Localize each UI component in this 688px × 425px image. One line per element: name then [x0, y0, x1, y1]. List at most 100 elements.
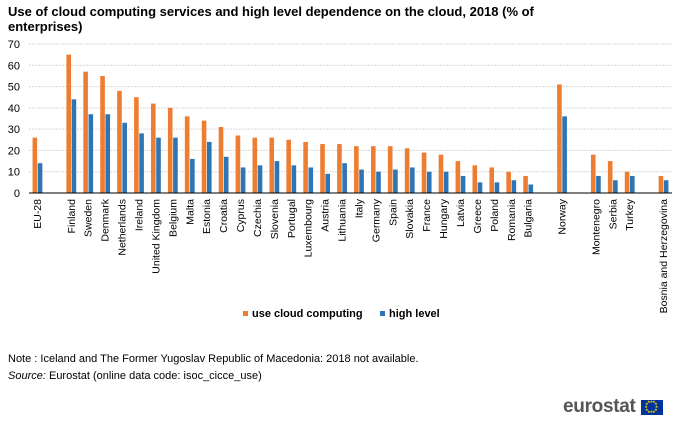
- bar-high-level: [426, 171, 432, 193]
- y-tick-label: 40: [8, 103, 20, 115]
- bar-use-cloud: [624, 171, 630, 193]
- y-tick-label: 50: [8, 82, 20, 94]
- bar-use-cloud: [370, 146, 376, 193]
- source-value: Eurostat (online data code: isoc_cicce_u…: [45, 370, 262, 382]
- bar-high-level: [71, 99, 77, 193]
- bar-high-level: [206, 141, 212, 193]
- x-tick-label: Portugal: [286, 199, 298, 238]
- bar-use-cloud: [286, 139, 291, 193]
- x-tick-label: Spain: [387, 199, 399, 226]
- x-axis: EU-28 Finland Sweden Denmark Netherlands Irel…: [29, 192, 672, 314]
- bar-use-cloud: [506, 171, 511, 193]
- bar-high-level: [629, 175, 635, 193]
- bar-high-level: [308, 167, 314, 193]
- x-tick-label: Turkey: [624, 198, 636, 230]
- bar-use-cloud: [151, 103, 156, 193]
- bar-high-level: [139, 133, 144, 193]
- bar-use-cloud: [66, 54, 72, 194]
- bar-use-cloud: [303, 141, 308, 193]
- x-tick-label: Romania: [506, 199, 518, 241]
- x-tick-label: Cyprus: [235, 199, 247, 232]
- bar-high-level: [494, 182, 500, 193]
- y-axis: 0 10 20 30 40 50 60 70: [8, 39, 20, 200]
- x-tick-label: Bosnia and Herzegovina: [658, 199, 670, 314]
- x-tick-label: Serbia: [607, 199, 619, 230]
- x-tick-label: Belgium: [167, 199, 179, 237]
- bar-use-cloud: [218, 127, 224, 193]
- bar-high-level: [257, 165, 263, 193]
- bar-use-cloud: [252, 137, 258, 193]
- legend-label: use cloud computing: [252, 308, 363, 320]
- flag-star-icon: ★: [645, 406, 649, 412]
- bar-high-level: [562, 116, 567, 193]
- bar-high-level: [105, 114, 111, 193]
- x-tick-label: Estonia: [201, 199, 213, 234]
- chart-title: Use of cloud computing services and high…: [8, 4, 534, 34]
- x-tick-label: Czechia: [252, 199, 264, 237]
- x-tick-label: Germany: [370, 198, 382, 242]
- bar-high-level: [173, 137, 178, 193]
- y-tick-label: 10: [8, 167, 20, 179]
- bar-high-level: [359, 169, 364, 193]
- flag-star-icon: ★: [646, 399, 651, 405]
- x-tick-label: Croatia: [218, 199, 230, 233]
- y-tick-label: 20: [8, 145, 20, 157]
- x-tick-label: Bulgaria: [523, 199, 535, 238]
- bar-high-level: [376, 171, 381, 193]
- bar-high-level: [122, 122, 127, 193]
- bars: [32, 54, 669, 194]
- source-text: Source: Eurostat (online data code: isoc…: [8, 370, 262, 382]
- x-tick-label: Norway: [557, 198, 569, 234]
- note-text: Note : Iceland and The Former Yugoslav R…: [8, 353, 419, 365]
- bar-high-level: [37, 163, 43, 193]
- flag-star-icon: ★: [649, 409, 654, 415]
- flag-star-icon: ★: [654, 404, 659, 409]
- x-tick-label: Netherlands: [117, 199, 129, 256]
- bar-high-level: [325, 173, 331, 193]
- x-tick-label: Ireland: [133, 199, 145, 231]
- bar-use-cloud: [269, 137, 275, 193]
- eu-flag-icon: ★ ★ ★ ★ ★ ★ ★ ★ ★ ★ ★ ★: [640, 398, 663, 415]
- x-tick-label: Hungary: [438, 198, 450, 238]
- bar-use-cloud: [83, 71, 88, 193]
- legend-swatch: [380, 311, 385, 316]
- bar-use-cloud: [117, 90, 122, 193]
- bar-use-cloud: [658, 175, 664, 193]
- bar-use-cloud: [235, 135, 241, 193]
- x-tick-label: Lithuania: [337, 199, 349, 242]
- bar-use-cloud: [201, 120, 207, 193]
- bar-use-cloud: [320, 144, 325, 193]
- bar-high-level: [393, 169, 398, 193]
- bar-use-cloud: [489, 167, 495, 193]
- x-tick-label: Slovakia: [404, 199, 416, 239]
- flag-star-icon: ★: [654, 406, 658, 412]
- x-tick-label: Poland: [489, 199, 501, 232]
- bar-use-cloud: [523, 175, 528, 193]
- legend: use cloud computing high level: [243, 308, 440, 320]
- flag-star-icon: ★: [645, 401, 649, 407]
- bar-high-level: [240, 167, 246, 193]
- bar-use-cloud: [438, 154, 444, 193]
- x-tick-label: Slovenia: [269, 199, 281, 239]
- bar-high-level: [528, 184, 534, 193]
- bar-high-level: [223, 156, 229, 193]
- bar-high-level: [410, 167, 415, 193]
- bar-use-cloud: [387, 146, 393, 193]
- y-tick-label: 30: [8, 124, 20, 136]
- legend-label: high level: [389, 308, 440, 320]
- bar-use-cloud: [134, 97, 139, 193]
- flag-star-icon: ★: [652, 399, 656, 405]
- x-tick-label: Montenegro: [590, 199, 602, 255]
- bar-high-level: [274, 161, 280, 193]
- x-tick-label: Sweden: [83, 199, 95, 237]
- bar-high-level: [443, 171, 449, 193]
- bar-high-level: [291, 165, 297, 193]
- flag-star-icon: ★: [649, 398, 654, 404]
- flag-star-icon: ★: [652, 408, 656, 414]
- x-tick-label: Italy: [353, 198, 365, 218]
- bar-use-cloud: [184, 116, 190, 193]
- bar-use-cloud: [32, 137, 38, 193]
- x-tick-label: Malta: [184, 199, 196, 225]
- x-tick-label: Greece: [472, 199, 484, 234]
- bar-high-level: [460, 175, 466, 193]
